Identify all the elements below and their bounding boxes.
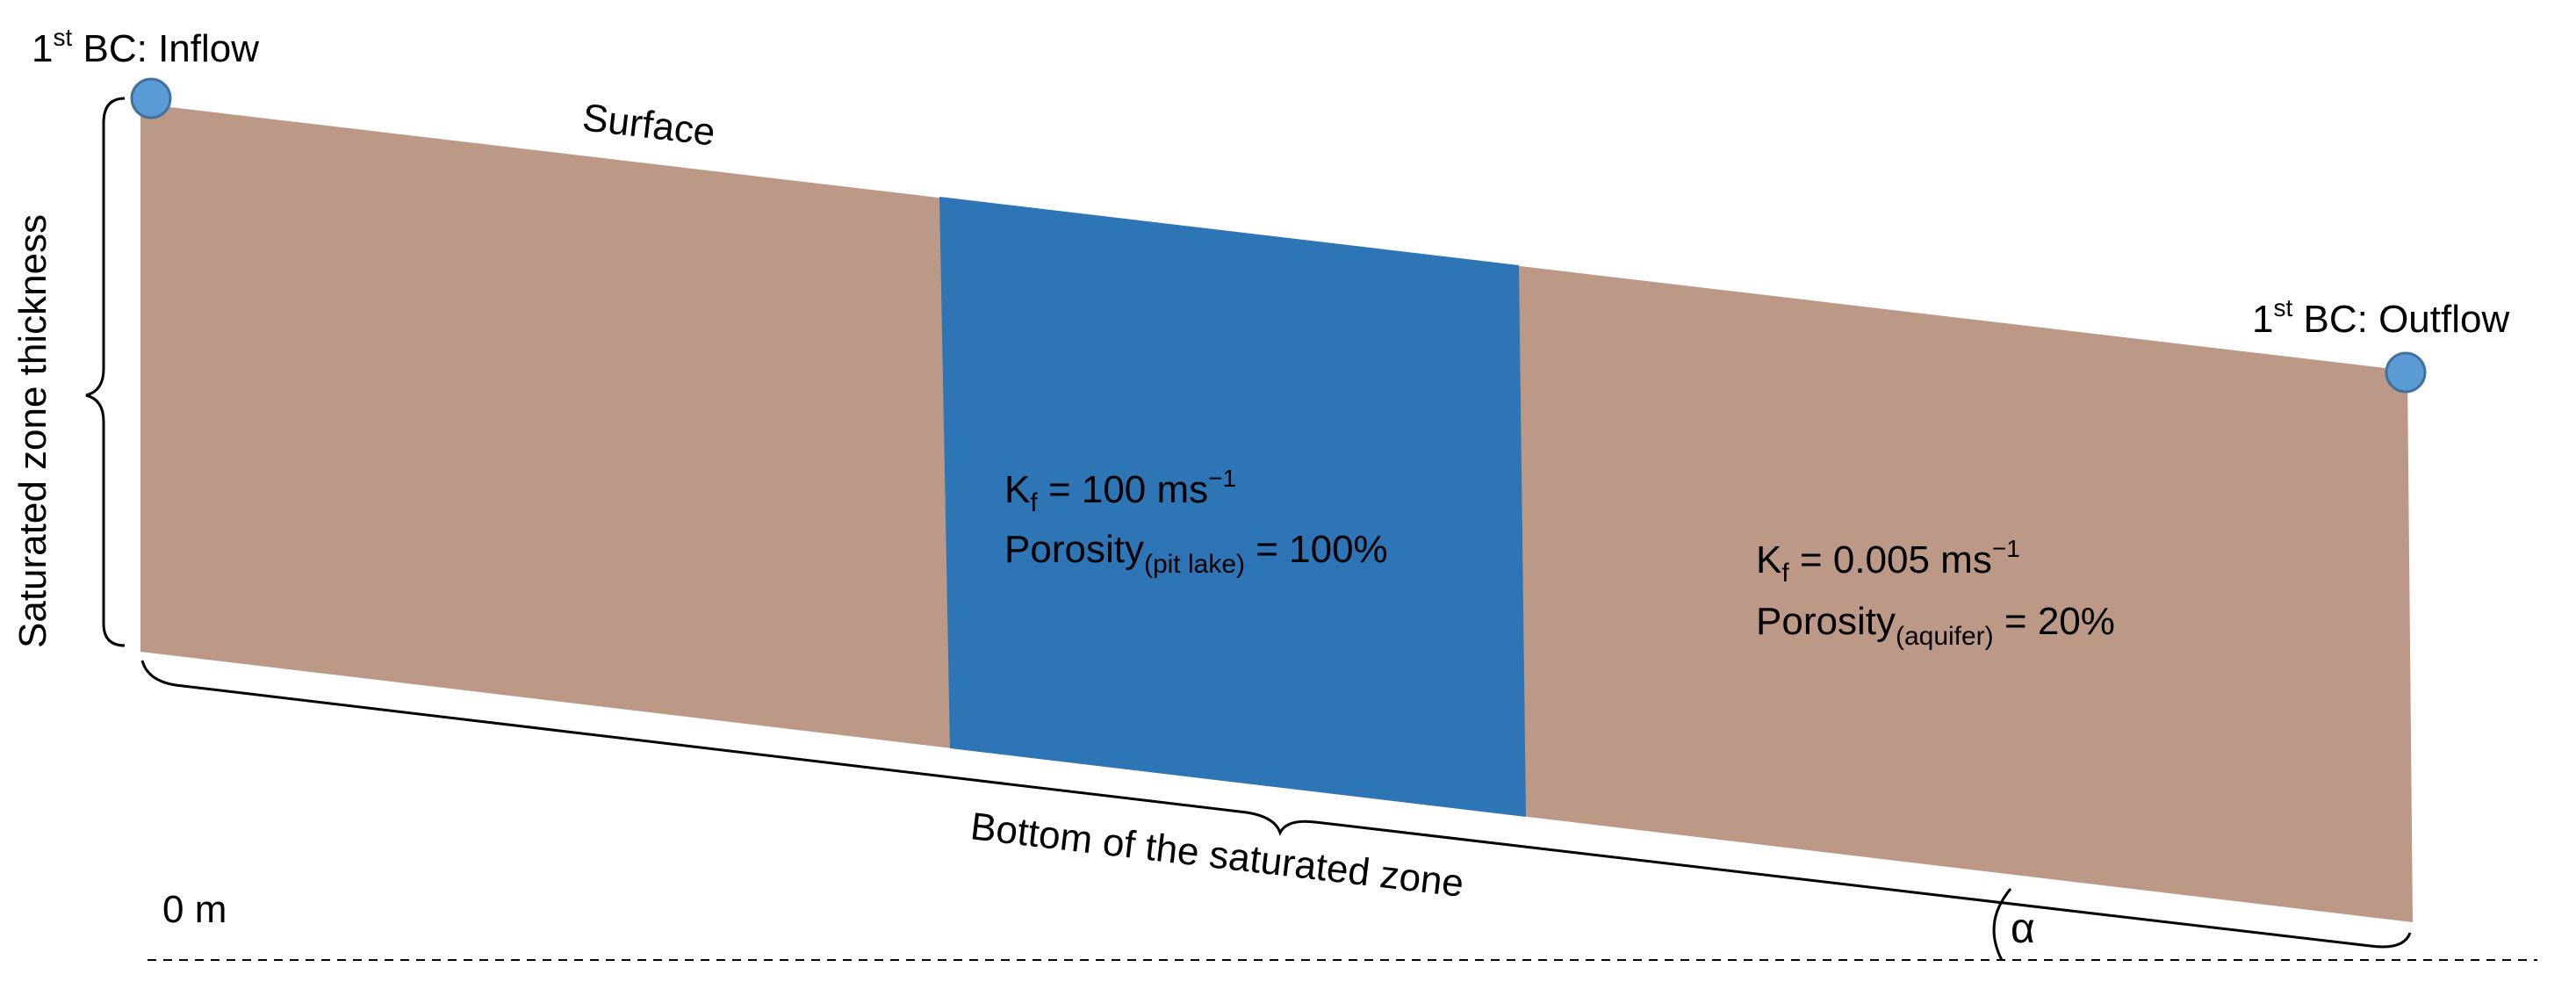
- inflow-label: 1st BC: Inflow: [32, 24, 259, 70]
- outflow-label: 1st BC: Outflow: [2252, 294, 2509, 341]
- inflow-node: [130, 77, 172, 119]
- thickness-brace: [85, 97, 126, 647]
- surface-label: Surface: [580, 96, 717, 154]
- bottom-brace: [140, 660, 2412, 949]
- pit-lake-zone: [939, 197, 1526, 817]
- alpha-arc: [1992, 888, 2012, 961]
- pit-lake-porosity: Porosity(pit lake) = 100%: [1004, 528, 1388, 579]
- zero-label: 0 m: [162, 888, 227, 931]
- thickness-label: Saturated zone thickness: [11, 214, 54, 648]
- aquifer-porosity: Porosity(aquifer) = 20%: [1756, 600, 2115, 651]
- outflow-node: [2385, 351, 2427, 393]
- bottom-label: Bottom of the saturated zone: [968, 805, 1466, 906]
- alpha-label: α: [2011, 906, 2035, 952]
- aquifer-conductivity: Kf = 0.005 ms−1: [1756, 535, 2020, 588]
- pit-lake-conductivity: Kf = 100 ms−1: [1004, 465, 1236, 517]
